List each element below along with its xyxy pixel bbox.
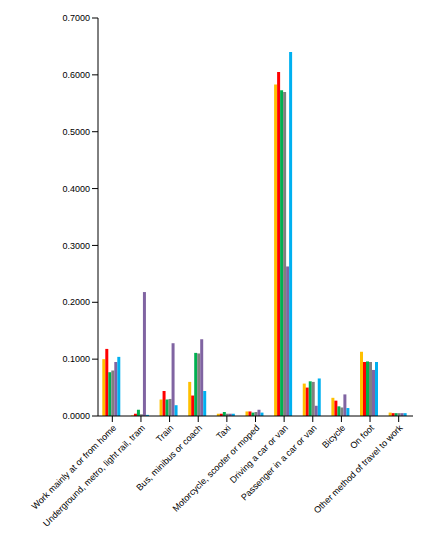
svg-text:Train: Train (154, 423, 175, 444)
svg-text:0.5000: 0.5000 (62, 127, 90, 137)
svg-text:0.7000: 0.7000 (62, 13, 90, 23)
svg-text:Underground, metro, light rail: Underground, metro, light rail, tram (41, 423, 147, 529)
svg-text:Motorcycle, scooter or moped: Motorcycle, scooter or moped (170, 422, 262, 514)
svg-text:0.4000: 0.4000 (62, 184, 90, 194)
svg-text:0.1000: 0.1000 (62, 354, 90, 364)
svg-text:Other method of travel to work: Other method of travel to work (312, 423, 405, 516)
svg-text:Bus, minibus or coach: Bus, minibus or coach (134, 423, 204, 493)
svg-text:Passenger in a car or van: Passenger in a car or van (239, 423, 319, 503)
svg-text:0.6000: 0.6000 (62, 70, 90, 80)
svg-text:0.2000: 0.2000 (62, 297, 90, 307)
svg-text:0.3000: 0.3000 (62, 241, 90, 251)
svg-text:Taxi: Taxi (214, 423, 232, 441)
svg-text:Bicycle: Bicycle (320, 423, 347, 450)
svg-text:0.0000: 0.0000 (62, 411, 90, 421)
svg-text:Work mainly at or from home: Work mainly at or from home (29, 422, 119, 512)
svg-text:Driving a car or van: Driving a car or van (227, 422, 291, 486)
svg-text:On foot: On foot (348, 423, 376, 451)
